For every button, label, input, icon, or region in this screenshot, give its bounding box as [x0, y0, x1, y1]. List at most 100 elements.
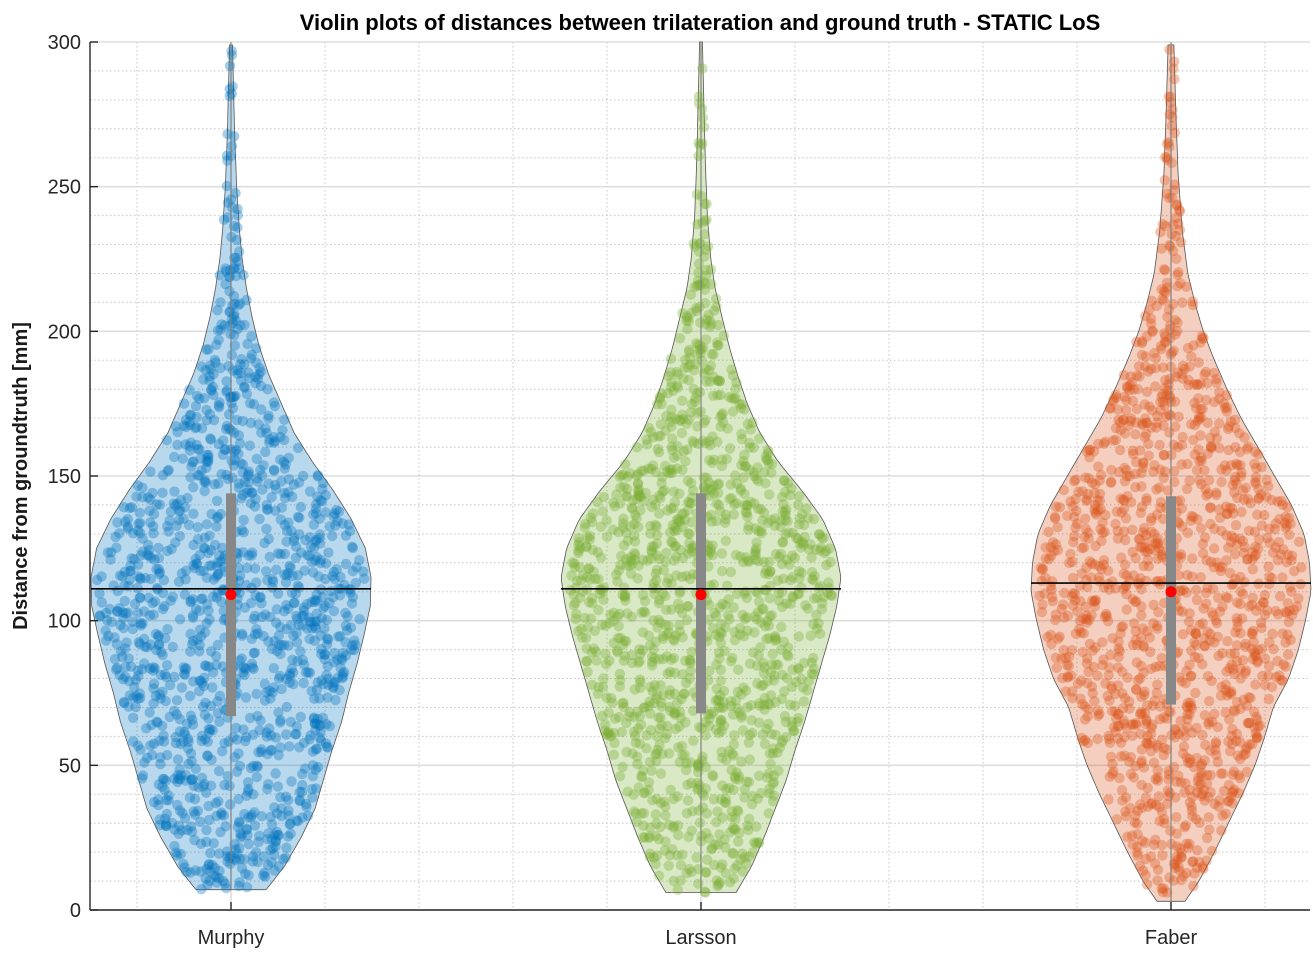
data-point: [236, 524, 248, 536]
data-point: [660, 732, 671, 744]
data-point: [306, 685, 317, 697]
data-point: [1142, 730, 1153, 742]
data-point: [794, 566, 805, 577]
data-point: [730, 813, 741, 824]
data-point: [570, 597, 581, 609]
data-point: [230, 722, 242, 734]
data-point: [249, 629, 261, 640]
data-point: [613, 527, 624, 538]
data-point: [741, 858, 752, 869]
data-point: [1156, 839, 1168, 851]
data-point: [270, 732, 282, 743]
data-point: [234, 842, 245, 854]
data-point: [618, 701, 630, 713]
data-point: [158, 730, 169, 741]
data-point: [268, 465, 280, 476]
data-point: [791, 532, 802, 544]
data-point: [295, 711, 306, 723]
data-point: [1137, 418, 1148, 429]
data-point: [1117, 621, 1129, 632]
data-point: [174, 764, 185, 775]
data-point: [729, 635, 741, 646]
data-point: [711, 816, 722, 828]
data-point: [1054, 502, 1066, 513]
data-point: [1159, 175, 1171, 186]
data-point: [195, 675, 206, 686]
data-point: [1251, 462, 1262, 474]
data-point: [1163, 379, 1174, 390]
data-point: [627, 558, 638, 569]
data-point: [676, 427, 688, 439]
data-point: [694, 238, 706, 249]
data-point: [727, 406, 739, 417]
data-point: [691, 852, 702, 863]
data-point: [577, 632, 588, 643]
data-point: [192, 470, 203, 481]
data-point: [185, 710, 197, 721]
data-point: [284, 560, 295, 572]
data-point: [1112, 404, 1124, 415]
data-point: [693, 267, 704, 278]
data-point: [308, 567, 319, 578]
data-point: [223, 409, 235, 420]
data-point: [709, 859, 720, 871]
data-point: [343, 584, 354, 595]
data-point: [186, 461, 197, 472]
data-point: [224, 286, 235, 297]
data-point: [182, 492, 193, 504]
data-point: [143, 592, 154, 603]
data-point: [192, 534, 204, 545]
data-point: [672, 791, 683, 802]
data-point: [1154, 660, 1165, 672]
data-point: [229, 309, 240, 320]
data-point: [104, 603, 115, 615]
data-point: [268, 682, 279, 693]
data-point: [1235, 736, 1246, 748]
data-point: [1102, 578, 1114, 590]
data-point: [128, 692, 139, 703]
data-point: [757, 729, 769, 740]
data-point: [268, 397, 280, 408]
data-point: [725, 479, 736, 490]
data-point: [232, 210, 243, 221]
data-point: [732, 804, 743, 816]
data-point: [165, 506, 177, 517]
data-point: [668, 875, 679, 887]
data-point: [598, 594, 609, 605]
data-point: [211, 571, 222, 582]
data-point: [706, 516, 717, 527]
data-point: [130, 701, 141, 713]
data-point: [798, 519, 810, 531]
data-point: [728, 709, 739, 720]
data-point: [733, 664, 744, 675]
data-point: [684, 344, 695, 356]
data-point: [678, 413, 689, 425]
data-point: [328, 511, 339, 522]
data-point: [770, 729, 781, 741]
data-point: [263, 828, 274, 839]
data-point: [299, 659, 310, 670]
data-point: [158, 736, 170, 747]
data-point: [679, 688, 690, 699]
data-point: [793, 664, 804, 675]
data-point: [1257, 670, 1268, 682]
data-point: [188, 806, 199, 817]
data-point: [737, 725, 749, 736]
data-point: [1185, 671, 1197, 682]
data-point: [630, 737, 641, 748]
data-point: [343, 519, 354, 530]
data-point: [204, 371, 215, 382]
data-point: [283, 603, 294, 614]
data-point: [802, 685, 813, 696]
data-point: [736, 710, 747, 721]
data-point: [1285, 518, 1296, 530]
data-point: [217, 661, 229, 672]
data-point: [211, 659, 222, 671]
data-point: [207, 381, 219, 393]
data-point: [175, 848, 186, 860]
data-point: [284, 819, 295, 830]
data-point: [638, 702, 650, 713]
data-point: [230, 187, 241, 199]
data-point: [129, 682, 140, 693]
